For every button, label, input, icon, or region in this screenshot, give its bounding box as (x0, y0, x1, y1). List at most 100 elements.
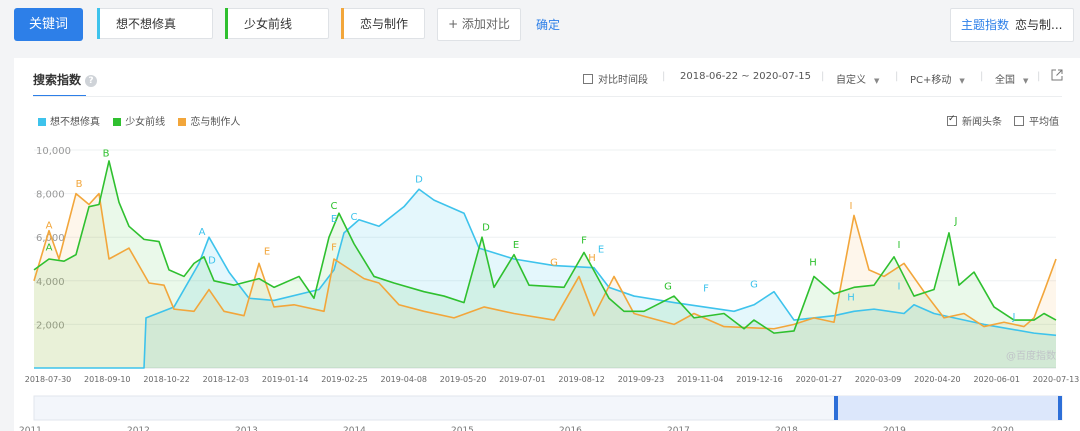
timeline-year-label: 2013 (235, 426, 258, 431)
event-marker: H (847, 292, 855, 303)
header-divider (33, 96, 1062, 97)
event-marker: I (850, 201, 853, 212)
x-tick-label: 2020-07-13 (1033, 375, 1080, 384)
news-toggle[interactable]: 新闻头条 (947, 113, 1002, 128)
chart-watermark: @百度指数 (1006, 349, 1056, 362)
help-icon[interactable]: ? (85, 75, 98, 87)
timeline-year-label: 2016 (559, 426, 582, 431)
keyword-tab[interactable]: 关键词 (14, 8, 83, 41)
timeline-year-label: 2014 (343, 426, 366, 431)
panel-title-text: 搜索指数 (33, 73, 82, 87)
checkbox-checked-icon (947, 114, 957, 126)
checkbox-icon (1014, 116, 1024, 126)
event-marker: F (703, 284, 709, 295)
add-compare-button[interactable]: + 添加对比 (437, 8, 521, 41)
x-tick-label: 2020-06-01 (973, 375, 1020, 384)
event-marker: E (513, 240, 519, 251)
checkbox-icon (583, 74, 593, 84)
event-marker: J (954, 216, 958, 227)
confirm-button[interactable]: 确定 (536, 18, 561, 32)
timeline-year-label: 2011 (19, 426, 42, 431)
event-marker: I (898, 240, 901, 251)
timeline-handle-right (1058, 396, 1062, 420)
x-tick-label: 2019-01-14 (262, 375, 309, 384)
series-area-3 (34, 193, 1056, 368)
event-marker: D (208, 255, 216, 266)
divider-5: | (1037, 71, 1041, 82)
event-marker: I (898, 282, 901, 293)
event-marker: E (264, 247, 270, 258)
x-tick-label: 2019-08-12 (558, 375, 605, 384)
event-marker: E (331, 214, 337, 225)
event-marker: E (598, 244, 604, 255)
y-tick-label: 6,000 (36, 233, 65, 244)
legend-swatch (178, 118, 187, 126)
event-marker: B (76, 179, 83, 190)
event-marker: B (103, 149, 110, 160)
x-tick-label: 2019-12-16 (736, 375, 783, 384)
legend-label: 恋与制作人 (190, 117, 241, 128)
region-dropdown[interactable]: 全国 ▼ (995, 71, 1028, 86)
share-icon[interactable] (1051, 69, 1063, 84)
legend-swatch (38, 118, 46, 126)
legend-item-3[interactable]: 恋与制作人 (178, 117, 240, 128)
divider-3: | (895, 71, 899, 82)
news-label: 新闻头条 (962, 117, 1002, 128)
divider-4: | (980, 71, 984, 82)
event-marker: J (1012, 312, 1016, 323)
legend-item-2[interactable]: 少女前线 (113, 117, 165, 128)
timeline-year-label: 2018 (775, 426, 798, 431)
timeline-handle-left (834, 396, 838, 420)
timeline-year-label: 2015 (451, 426, 474, 431)
event-marker: A (46, 220, 53, 231)
legend-item-1[interactable]: 想不想修真 (38, 117, 100, 128)
legend-swatch (113, 118, 122, 126)
event-marker: F (581, 236, 587, 247)
caret-down-icon: ▼ (1023, 77, 1029, 85)
y-tick-label: 8,000 (36, 190, 65, 201)
search-index-panel: 搜索指数? 对比时间段 | 2018-06-22 ~ 2020-07-15 | … (14, 58, 1080, 431)
search-term-2[interactable]: 少女前线 (225, 8, 329, 39)
divider-2: | (821, 71, 825, 82)
device-label: PC+移动 (910, 75, 952, 86)
date-range[interactable]: 2018-06-22 ~ 2020-07-15 (680, 71, 811, 82)
x-tick-label: 2020-03-09 (855, 375, 902, 384)
custom-dropdown[interactable]: 自定义 ▼ (836, 71, 879, 86)
average-label: 平均值 (1029, 117, 1059, 128)
caret-down-icon: ▼ (959, 77, 965, 85)
search-term-3[interactable]: 恋与制作 (341, 8, 425, 39)
x-tick-label: 2018-12-03 (203, 375, 250, 384)
event-marker: G (664, 282, 672, 293)
y-tick-label: 2,000 (36, 320, 65, 331)
timeline-brush[interactable]: 2011 2012 2013 2014 2015 2016 2017 2018 2019 2020 (19, 395, 1063, 431)
y-tick-label: 10,000 (36, 146, 71, 157)
event-marker: F (331, 242, 337, 253)
timeline-year-label: 2020 (991, 426, 1014, 431)
event-marker: D (415, 175, 423, 186)
event-marker: C (351, 212, 358, 223)
divider-1: | (662, 71, 666, 82)
legend-label: 想不想修真 (50, 117, 100, 128)
event-marker: A (199, 227, 206, 238)
x-tick-label: 2019-02-25 (321, 375, 368, 384)
device-dropdown[interactable]: PC+移动 ▼ (910, 71, 965, 86)
topic-index-selector[interactable]: 主题指数 恋与制... (950, 8, 1074, 42)
series-area-1 (34, 189, 1056, 368)
x-tick-label: 2018-09-10 (84, 375, 131, 384)
x-tick-label: 2019-09-23 (618, 375, 665, 384)
series-line-1 (34, 188, 1057, 369)
chart-legend: 想不想修真 少女前线 恋与制作人 (38, 113, 250, 128)
x-tick-label: 2019-05-20 (440, 375, 487, 384)
series-line-3 (33, 192, 1057, 330)
y-tick-label: 4,000 (36, 277, 65, 288)
timeline-year-label: 2019 (883, 426, 906, 431)
compare-period-toggle[interactable]: 对比时间段 (583, 71, 648, 86)
region-label: 全国 (995, 75, 1015, 86)
average-toggle[interactable]: 平均值 (1014, 113, 1059, 128)
event-marker: H (809, 258, 817, 269)
x-tick-label: 2018-07-30 (25, 375, 72, 384)
search-term-1[interactable]: 想不想修真 (97, 8, 213, 39)
event-marker: G (750, 279, 758, 290)
topic-index-value: 恋与制... (1015, 18, 1063, 32)
